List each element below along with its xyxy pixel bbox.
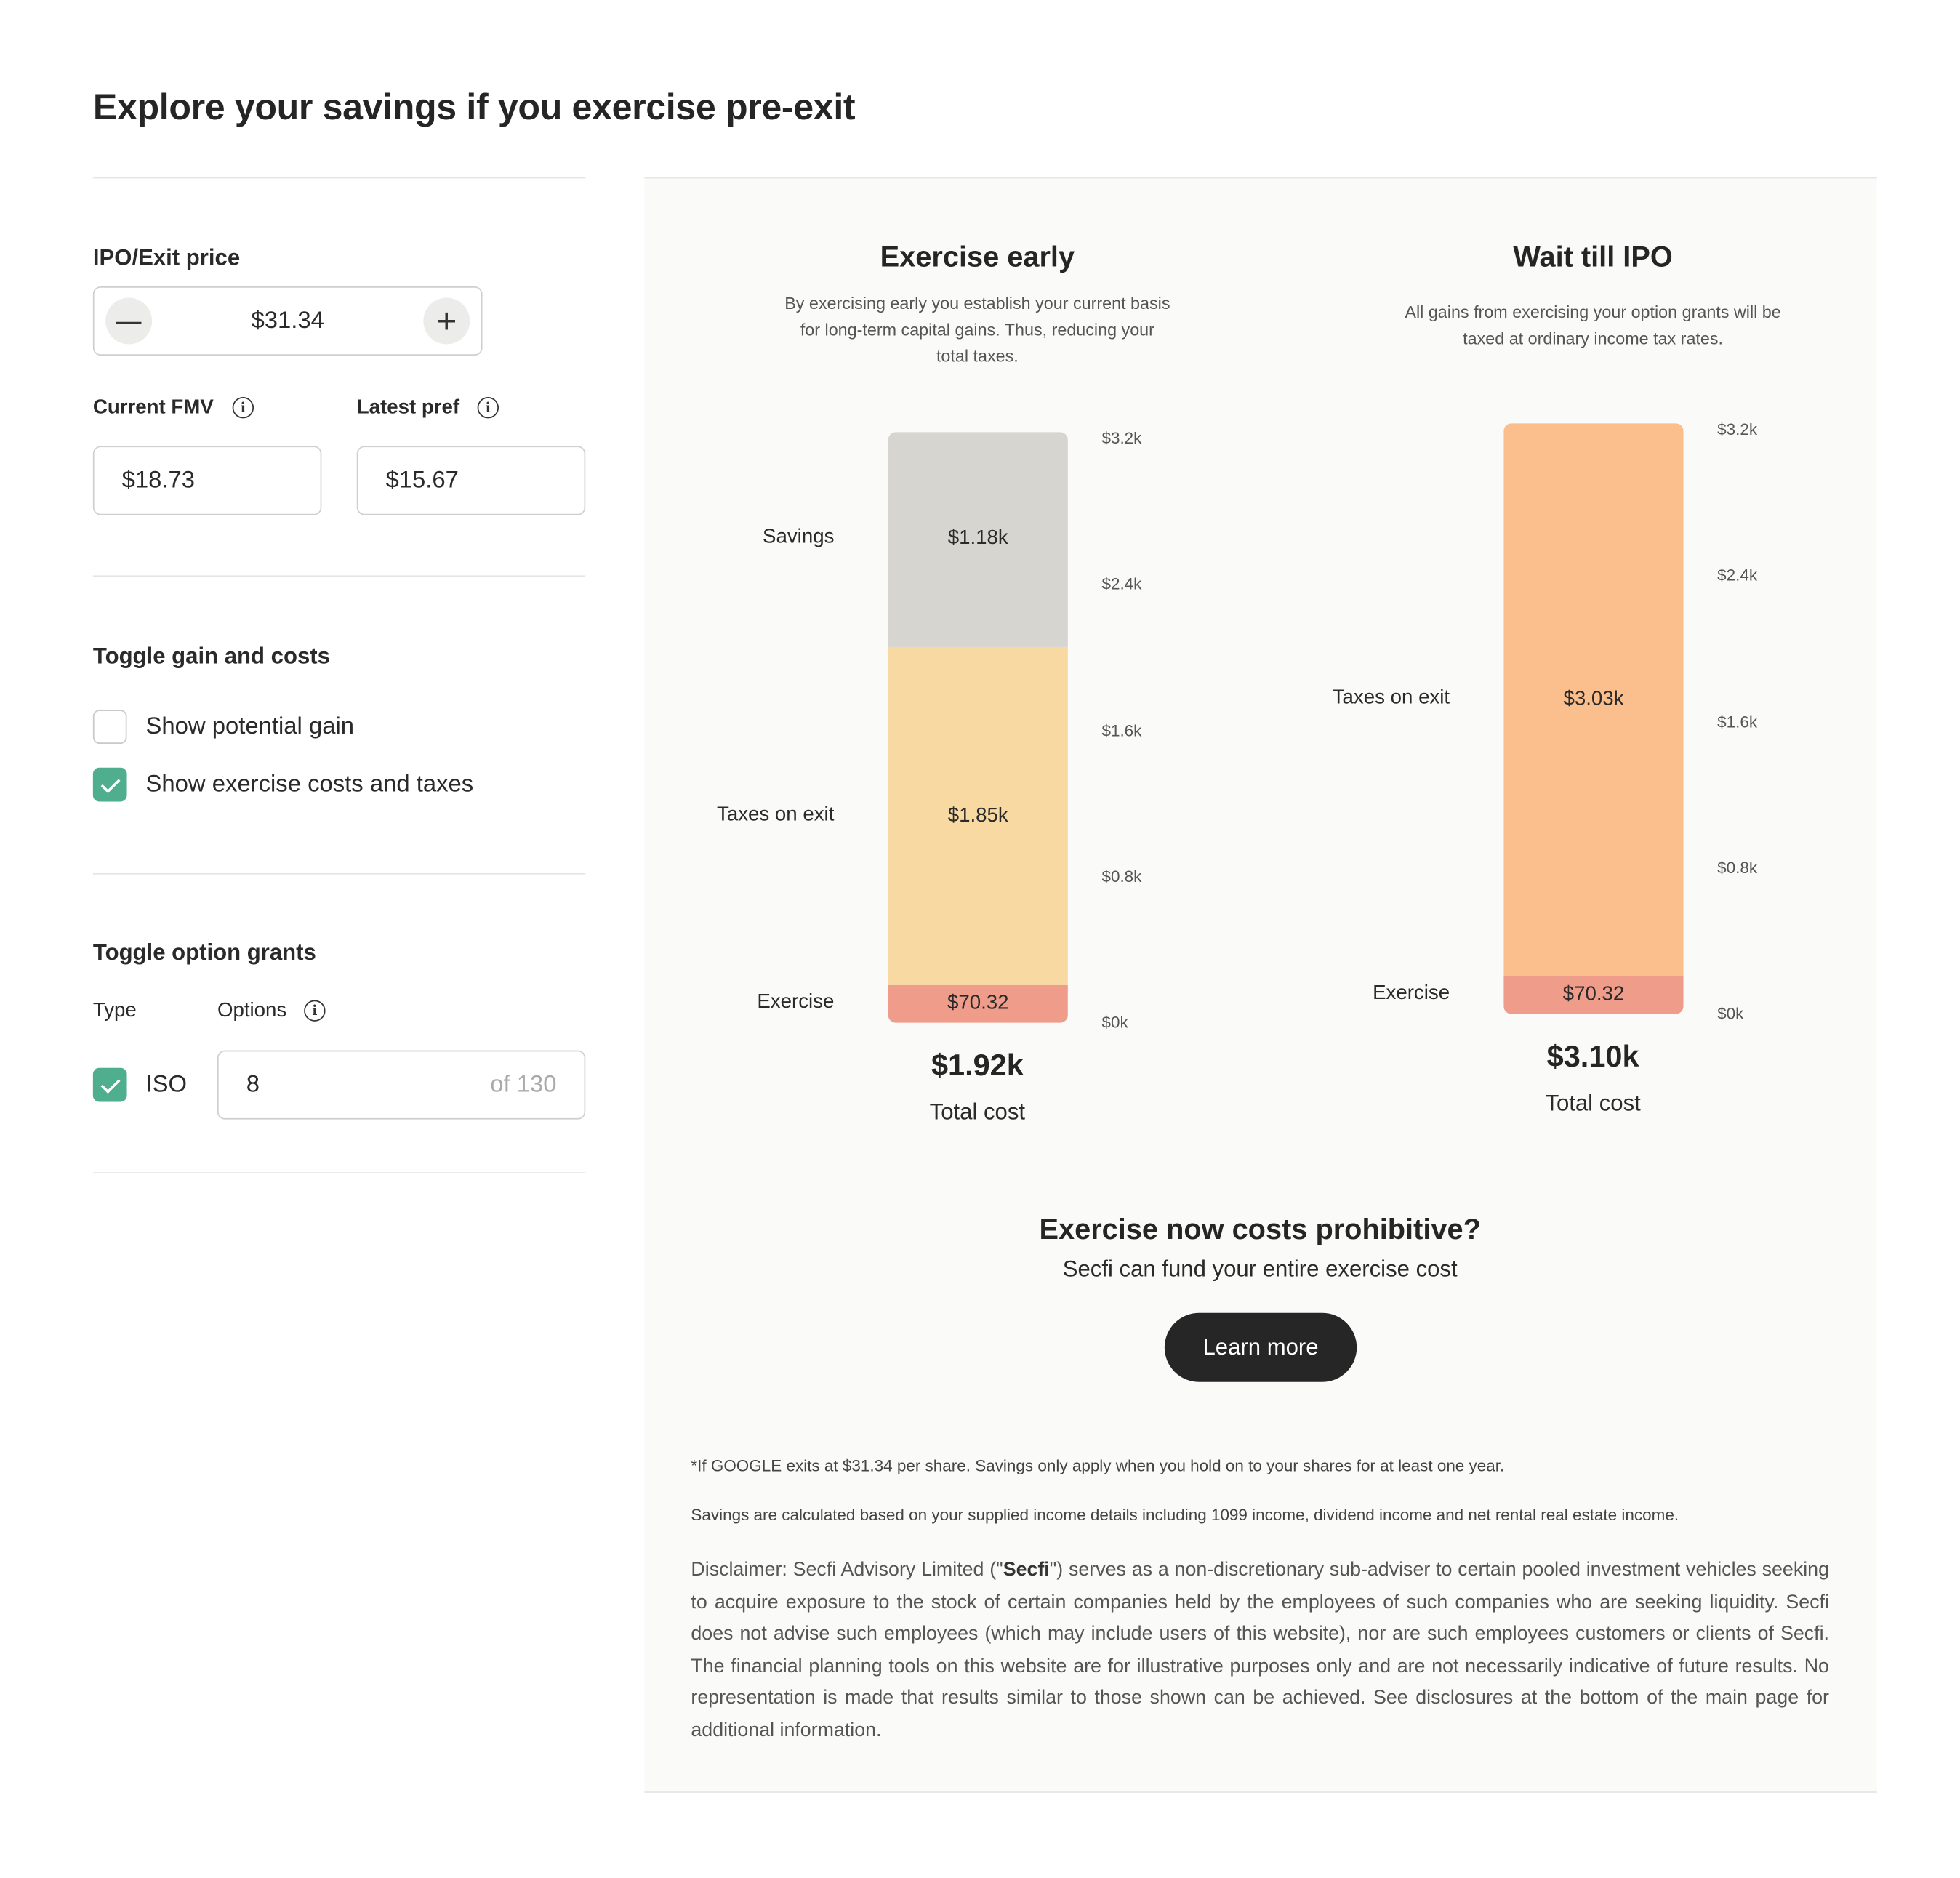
wait-ipo-legend-taxes-on-exit: Taxes on exit — [1332, 686, 1450, 709]
exercise-early-bar-exercise: $70.32 — [888, 984, 1068, 1023]
exercise-early-y-tick: $0.8k — [1101, 866, 1142, 886]
exercise-early-total-label: Total cost — [929, 1099, 1026, 1125]
wait-ipo-total-label: Total cost — [1545, 1090, 1641, 1116]
toggle-gain-title: Toggle gain and costs — [92, 643, 330, 669]
wait-ipo-title: Wait till IPO — [1513, 240, 1673, 273]
current-fmv-field[interactable]: $18.73 — [92, 446, 322, 515]
wait-ipo-y-tick: $3.2k — [1717, 420, 1758, 439]
current-fmv-info-icon[interactable]: i — [232, 397, 254, 419]
options-total: of 130 — [490, 1071, 557, 1099]
panel-top-border — [644, 177, 1877, 179]
exercise-early-y-tick: $3.2k — [1101, 428, 1142, 448]
minus-icon: — — [116, 307, 142, 335]
ipo-price-value[interactable]: $31.34 — [251, 308, 324, 334]
increment-button[interactable]: + — [423, 297, 470, 345]
exercise-early-bar-savings: $1.18k — [888, 431, 1068, 648]
wait-ipo-total-value: $3.10k — [1546, 1040, 1639, 1075]
latest-pref-field[interactable]: $15.67 — [356, 446, 586, 515]
wait-ipo-y-tick: $0k — [1717, 1003, 1744, 1023]
wait-ipo-bar-exercise: $70.32 — [1503, 976, 1684, 1014]
exercise-early-legend-taxes-on-exit: Taxes on exit — [717, 803, 835, 825]
toggle-grants-title: Toggle option grants — [92, 939, 316, 966]
wait-ipo-y-tick: $1.6k — [1717, 711, 1758, 731]
wait-ipo-subtitle: All gains from exercising your option gr… — [1405, 302, 1781, 348]
wait-ipo-bar-exercise-value: $70.32 — [1562, 984, 1625, 1006]
disclaimer-bold: Secfi — [1003, 1559, 1050, 1581]
options-info-icon[interactable]: i — [304, 1000, 326, 1022]
show-potential-gain-label[interactable]: Show potential gain — [145, 713, 355, 740]
latest-pref-label: Latest pref — [356, 397, 460, 419]
exercise-early-bar-exercise-value: $70.32 — [947, 992, 1009, 1014]
panel-bottom-border — [644, 1791, 1877, 1793]
disclaimer-rest: ") serves as a non-discretionary sub-adv… — [691, 1559, 1829, 1741]
iso-grant-checkbox[interactable] — [92, 1067, 127, 1102]
show-potential-gain-checkbox[interactable] — [92, 710, 127, 744]
exercise-early-y-tick: $0k — [1101, 1012, 1128, 1032]
type-header: Type — [92, 1000, 137, 1022]
options-count-value: 8 — [246, 1071, 260, 1099]
iso-grant-label[interactable]: ISO — [145, 1071, 188, 1099]
exercise-early-title: Exercise early — [880, 240, 1075, 273]
wait-ipo-y-tick: $0.8k — [1717, 857, 1758, 877]
divider — [92, 177, 586, 179]
exercise-early-bar-taxes-on-exit-value: $1.85k — [947, 804, 1008, 827]
options-count-field[interactable]: 8 of 130 — [217, 1050, 586, 1120]
divider — [92, 575, 586, 577]
learn-more-button[interactable]: Learn more — [1164, 1312, 1357, 1382]
disclaimer: Disclaimer: Secfi Advisory Limited ("Sec… — [691, 1554, 1829, 1747]
footnote-income: Savings are calculated based on your sup… — [691, 1505, 1679, 1525]
wait-ipo-bar-taxes-on-exit: $3.03k — [1503, 422, 1684, 976]
divider — [92, 872, 586, 875]
exercise-early-legend-savings: Savings — [763, 526, 835, 549]
wait-ipo-y-tick: $2.4k — [1717, 566, 1758, 585]
show-costs-label[interactable]: Show exercise costs and taxes — [145, 771, 474, 798]
current-fmv-label: Current FMV — [92, 397, 214, 419]
exercise-early-y-tick: $1.6k — [1101, 721, 1142, 739]
exercise-early-bar-savings-value: $1.18k — [947, 528, 1008, 550]
ipo-price-label: IPO/Exit price — [92, 244, 241, 270]
options-header: Options — [217, 1000, 287, 1022]
exercise-early-y-tick: $2.4k — [1101, 574, 1142, 594]
divider — [92, 1172, 586, 1173]
latest-pref-info-icon[interactable]: i — [477, 397, 499, 419]
exercise-early-legend-exercise: Exercise — [757, 991, 835, 1013]
cta-title: Exercise now costs prohibitive? — [1039, 1212, 1481, 1245]
latest-pref-value: $15.67 — [385, 467, 459, 494]
plus-icon: + — [436, 300, 457, 340]
ipo-price-stepper: — $31.34 + — [92, 286, 483, 356]
exercise-early-subtitle: By exercising early you establish your c… — [784, 294, 1170, 366]
disclaimer-prefix: Disclaimer: Secfi Advisory Limited (" — [691, 1559, 1003, 1581]
decrement-button[interactable]: — — [105, 297, 153, 345]
footnote-exit: *If GOOGLE exits at $31.34 per share. Sa… — [691, 1456, 1505, 1475]
wait-ipo-legend-exercise: Exercise — [1373, 982, 1450, 1004]
exercise-early-total-value: $1.92k — [931, 1048, 1024, 1083]
show-costs-checkbox[interactable] — [92, 767, 127, 802]
wait-ipo-bar-taxes-on-exit-value: $3.03k — [1563, 688, 1624, 710]
current-fmv-value: $18.73 — [121, 467, 196, 494]
exercise-early-bar-taxes-on-exit: $1.85k — [888, 647, 1068, 985]
cta-subtitle: Secfi can fund your entire exercise cost — [1062, 1256, 1458, 1282]
page-title: Explore your savings if you exercise pre… — [92, 87, 856, 129]
